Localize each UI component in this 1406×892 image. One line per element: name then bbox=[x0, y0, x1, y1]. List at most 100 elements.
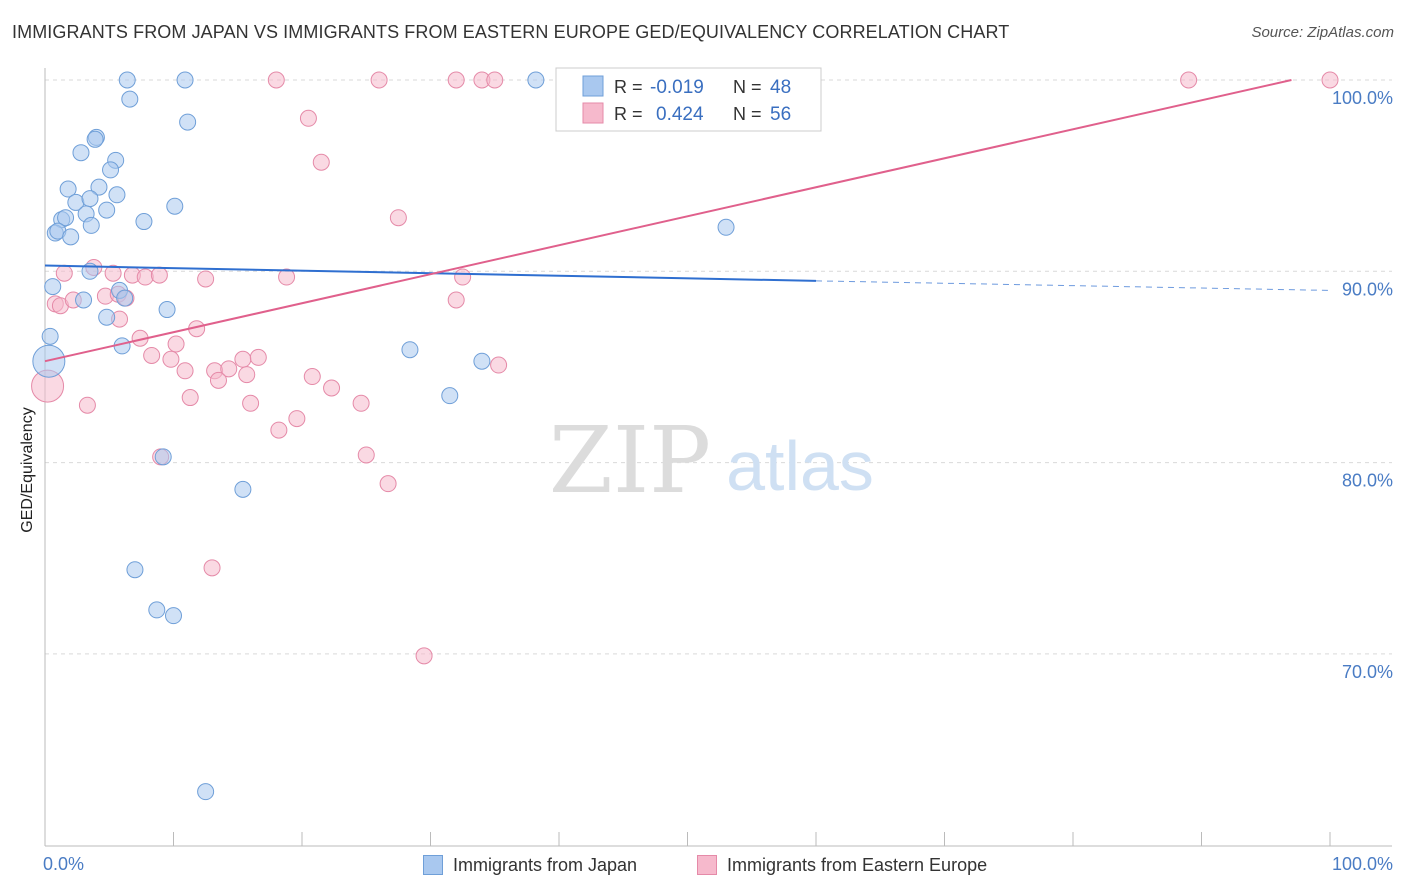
legend-item-japan: Immigrants from Japan bbox=[423, 852, 637, 878]
point-eastern-europe bbox=[176, 362, 194, 380]
legend-swatch-japan bbox=[582, 75, 604, 97]
point-eastern-europe bbox=[486, 71, 504, 89]
series-eastern-europe-points bbox=[31, 71, 1339, 665]
point-eastern-europe bbox=[415, 647, 433, 665]
point-eastern-europe bbox=[454, 268, 472, 286]
trend-line-japan bbox=[44, 264, 817, 282]
legend-n-label-eastern-europe: N = bbox=[733, 104, 762, 124]
axes bbox=[44, 68, 1392, 847]
point-eastern-europe bbox=[242, 394, 260, 412]
legend-swatch-eastern-europe-bottom bbox=[697, 855, 717, 875]
point-eastern-europe bbox=[270, 421, 288, 439]
point-eastern-europe bbox=[447, 71, 465, 89]
series-japan-points bbox=[32, 71, 735, 801]
point-japan bbox=[148, 601, 166, 619]
tick-labels: 100.0% 90.0% 80.0% 70.0% 0.0% 100.0% bbox=[43, 88, 1393, 874]
legend-item-eastern-europe: Immigrants from Eastern Europe bbox=[697, 852, 987, 878]
point-japan bbox=[165, 607, 182, 625]
point-japan bbox=[179, 113, 197, 131]
watermark-atlas: atlas bbox=[726, 427, 874, 505]
point-eastern-europe bbox=[278, 268, 296, 286]
point-japan bbox=[118, 71, 136, 89]
stats-legend: R = -0.019 N = 48 R = 0.424 N = 56 bbox=[555, 67, 822, 132]
point-japan bbox=[158, 301, 176, 319]
point-eastern-europe bbox=[1321, 71, 1339, 89]
point-japan bbox=[75, 291, 93, 309]
point-japan bbox=[234, 480, 252, 498]
point-eastern-europe bbox=[181, 389, 199, 407]
point-japan bbox=[116, 289, 134, 307]
point-eastern-europe bbox=[162, 350, 180, 368]
point-eastern-europe bbox=[267, 71, 285, 89]
point-japan bbox=[108, 186, 126, 204]
point-japan bbox=[90, 178, 108, 196]
y-tick-label: 90.0% bbox=[1342, 279, 1393, 299]
point-eastern-europe bbox=[323, 379, 341, 397]
point-japan bbox=[527, 71, 545, 89]
point-eastern-europe bbox=[370, 71, 388, 89]
point-eastern-europe bbox=[55, 264, 73, 282]
trend-line-eastern-europe bbox=[44, 79, 1292, 363]
chart-title: IMMIGRANTS FROM JAPAN VS IMMIGRANTS FROM… bbox=[12, 22, 1010, 42]
y-tick-label: 70.0% bbox=[1342, 662, 1393, 682]
legend-r-label-japan: R = bbox=[614, 77, 643, 97]
point-eastern-europe bbox=[136, 268, 154, 286]
legend-swatch-eastern-europe bbox=[582, 102, 604, 124]
legend-r-value-eastern-europe: 0.424 bbox=[656, 104, 704, 125]
legend-r-value-japan: -0.019 bbox=[650, 77, 704, 98]
point-eastern-europe bbox=[104, 264, 122, 282]
trend-lines bbox=[44, 79, 1331, 363]
point-japan bbox=[126, 561, 144, 579]
point-japan bbox=[154, 448, 172, 466]
point-eastern-europe bbox=[238, 366, 256, 384]
point-japan bbox=[401, 341, 419, 359]
point-japan bbox=[72, 144, 90, 162]
point-japan bbox=[121, 90, 139, 108]
point-eastern-europe bbox=[209, 371, 227, 389]
legend-n-label-japan: N = bbox=[733, 77, 762, 97]
point-eastern-europe bbox=[379, 475, 397, 493]
point-eastern-europe bbox=[312, 153, 330, 171]
legend-label-japan: Immigrants from Japan bbox=[453, 854, 638, 875]
point-japan bbox=[135, 213, 153, 231]
point-eastern-europe bbox=[1180, 71, 1198, 89]
point-japan bbox=[86, 130, 104, 148]
x-tick-label: 0.0% bbox=[43, 854, 84, 874]
point-japan bbox=[166, 197, 184, 215]
source-label: Source: ZipAtlas.com bbox=[1251, 24, 1394, 41]
point-japan bbox=[82, 216, 100, 234]
point-eastern-europe bbox=[234, 350, 252, 368]
point-eastern-europe bbox=[249, 348, 267, 366]
point-japan bbox=[102, 161, 120, 179]
point-japan bbox=[197, 783, 215, 801]
point-eastern-europe bbox=[389, 209, 407, 227]
point-japan bbox=[41, 327, 59, 345]
point-eastern-europe bbox=[197, 270, 215, 288]
watermark: ZIP atlas bbox=[549, 407, 874, 514]
point-eastern-europe bbox=[220, 360, 238, 378]
point-eastern-europe bbox=[357, 446, 375, 464]
legend-label-eastern-europe: Immigrants from Eastern Europe bbox=[727, 854, 988, 875]
point-eastern-europe bbox=[447, 291, 465, 309]
legend-n-value-eastern-europe: 56 bbox=[770, 104, 791, 125]
point-japan bbox=[98, 308, 116, 326]
legend-swatch-japan-bottom bbox=[423, 855, 443, 875]
y-tick-label: 100.0% bbox=[1332, 88, 1393, 108]
point-japan bbox=[473, 352, 491, 370]
watermark-zip: ZIP bbox=[549, 407, 711, 514]
point-japan bbox=[81, 190, 99, 208]
point-japan bbox=[62, 228, 80, 246]
trend-line-japan-extension bbox=[815, 280, 1331, 291]
point-japan bbox=[176, 71, 194, 89]
point-eastern-europe bbox=[167, 335, 185, 353]
point-japan bbox=[441, 387, 459, 405]
point-eastern-europe bbox=[303, 368, 321, 386]
point-japan bbox=[717, 218, 735, 236]
point-eastern-europe bbox=[490, 356, 508, 374]
point-eastern-europe bbox=[143, 346, 161, 364]
point-eastern-europe bbox=[288, 410, 306, 428]
point-eastern-europe bbox=[150, 266, 168, 284]
point-eastern-europe bbox=[299, 109, 317, 127]
point-japan bbox=[59, 180, 77, 198]
